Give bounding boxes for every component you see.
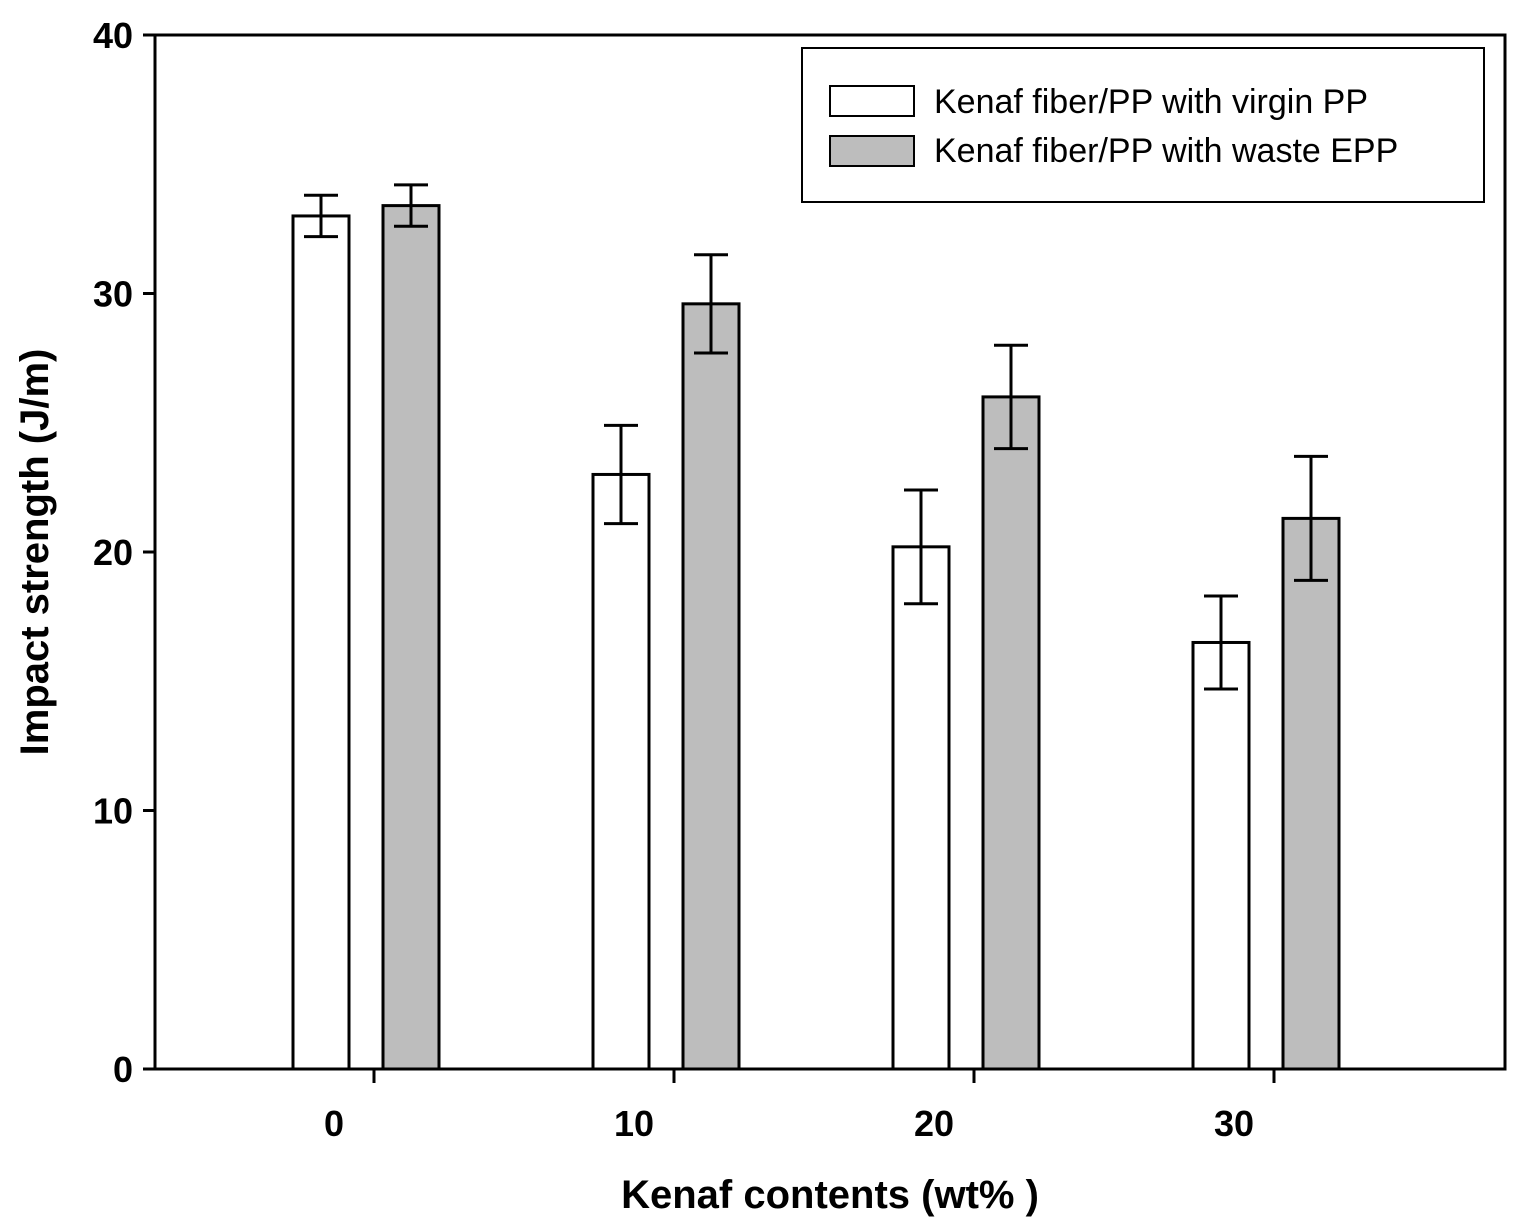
bar-series1-cat10 xyxy=(681,302,741,1071)
x-axis: 0 10 20 30 xyxy=(324,1069,1276,1144)
legend-swatch-virgin-pp xyxy=(829,85,915,117)
y-axis: 0 10 20 30 40 xyxy=(93,15,155,1090)
y-tick-label-30: 30 xyxy=(93,274,133,315)
y-tick-label-20: 20 xyxy=(93,532,133,573)
legend-label-virgin-pp: Kenaf fiber/PP with virgin PP xyxy=(934,83,1368,121)
error-bars-layer xyxy=(304,183,1328,691)
plot-area xyxy=(153,33,1507,1071)
legend-swatch-waste-epp xyxy=(829,135,915,167)
legend-box xyxy=(801,47,1485,203)
x-axis-title: Kenaf contents (wt% ) xyxy=(621,1173,1039,1217)
x-tick-label-10: 10 xyxy=(614,1103,654,1144)
y-axis-title: Impact strength (J/m) xyxy=(13,349,57,756)
y-tick-label-0: 0 xyxy=(113,1049,133,1090)
bar-series0-cat30 xyxy=(1191,640,1251,1071)
bar-series1-cat0 xyxy=(381,204,441,1071)
y-tick-label-10: 10 xyxy=(93,791,133,832)
legend-label-waste-epp: Kenaf fiber/PP with waste EPP xyxy=(934,132,1398,170)
bar-series0-cat20 xyxy=(891,545,951,1071)
x-tick-label-0: 0 xyxy=(324,1103,344,1144)
legend: Kenaf fiber/PP with virgin PP Kenaf fibe… xyxy=(801,47,1485,203)
bar-series1-cat30 xyxy=(1281,516,1341,1071)
bar-series0-cat0 xyxy=(291,214,351,1071)
x-tick-label-20: 20 xyxy=(914,1103,954,1144)
x-tick-label-30: 30 xyxy=(1214,1103,1254,1144)
bar-series0-cat10 xyxy=(591,472,651,1071)
y-tick-label-40: 40 xyxy=(93,15,133,56)
bar-series1-cat20 xyxy=(981,395,1041,1071)
